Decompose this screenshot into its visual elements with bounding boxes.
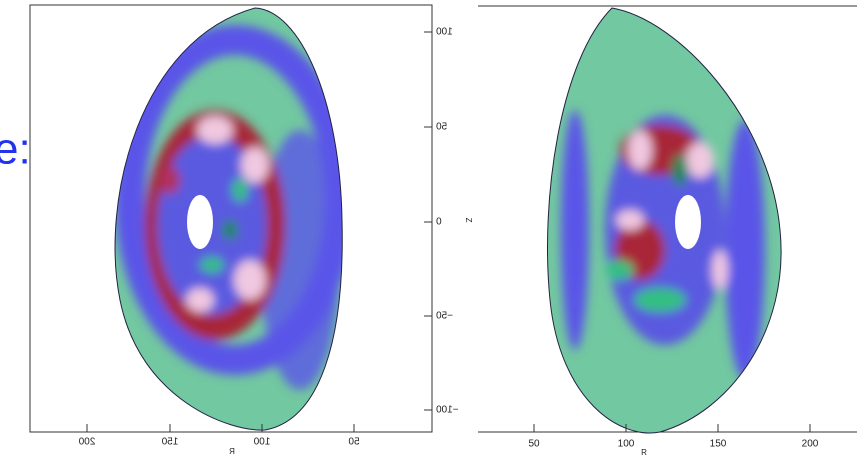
- y-tick-label: 50: [436, 122, 448, 133]
- left-plot: 200 150 100 50 R 100 50 0 −50 −100: [29, 4, 459, 456]
- slide-text: e:: [0, 125, 31, 174]
- y-axis-label: Z: [464, 218, 473, 223]
- x-tick-label: 150: [161, 437, 178, 448]
- right-plot: 50 100 150 200 R Z: [464, 5, 857, 456]
- x-tick-label: 100: [618, 439, 635, 450]
- x-tick-label: 100: [253, 437, 270, 448]
- y-tick-label: 100: [436, 27, 453, 38]
- x-tick-label: 150: [710, 439, 727, 450]
- x-tick-label: 50: [348, 437, 360, 448]
- x-tick-label: 50: [528, 439, 540, 450]
- y-axis: 100 50 0 −50 −100: [424, 27, 459, 416]
- y-tick-label: −50: [436, 311, 453, 322]
- y-tick-label: −100: [436, 405, 459, 416]
- x-tick-label: 200: [78, 437, 95, 448]
- x-axis: 200 150 100 50 R: [78, 424, 360, 456]
- field-image: [547, 8, 782, 433]
- y-tick-label: 0: [436, 217, 442, 228]
- plot-frame: [29, 4, 433, 433]
- x-axis: 50 100 150 200 R: [528, 424, 819, 456]
- x-axis-label: R: [641, 448, 647, 456]
- x-tick-label: 200: [802, 439, 819, 450]
- x-axis-label: R: [229, 447, 235, 456]
- field-image: [115, 8, 343, 431]
